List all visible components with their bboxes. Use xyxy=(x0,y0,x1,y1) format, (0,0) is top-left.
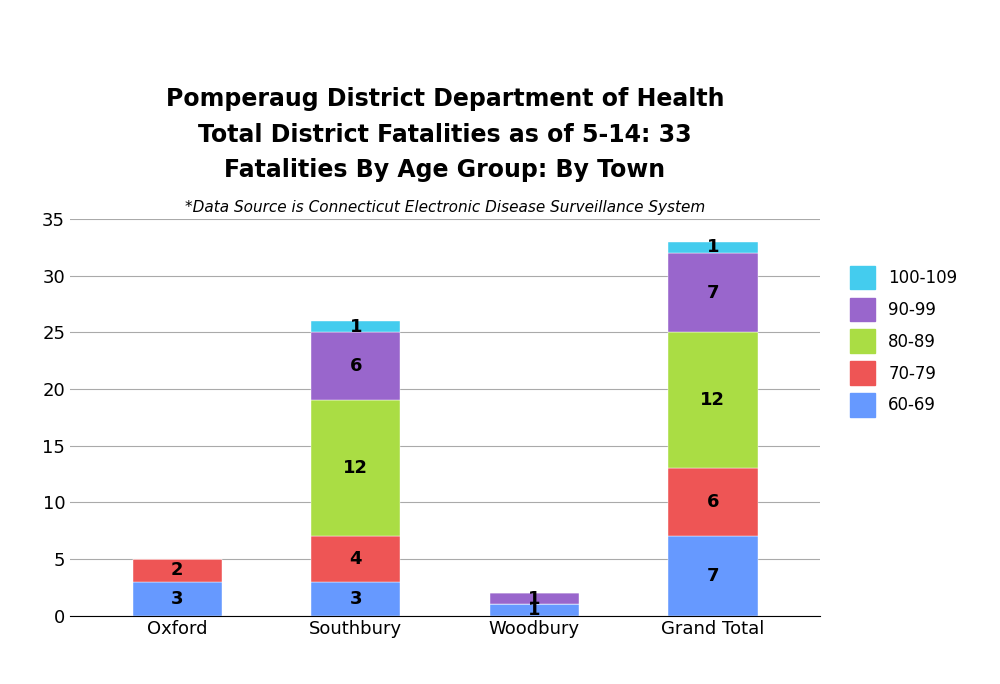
Text: 1: 1 xyxy=(349,317,362,336)
Bar xyxy=(311,321,400,332)
Legend: 100-109, 90-99, 80-89, 70-79, 60-69: 100-109, 90-99, 80-89, 70-79, 60-69 xyxy=(843,259,964,423)
Bar xyxy=(668,241,758,253)
Text: 3: 3 xyxy=(171,590,183,607)
Text: 1: 1 xyxy=(707,238,719,256)
Bar xyxy=(311,581,400,616)
Text: 6: 6 xyxy=(707,493,719,511)
Text: 2: 2 xyxy=(171,562,183,579)
Text: 1: 1 xyxy=(528,601,541,619)
Text: *Data Source is Connecticut Electronic Disease Surveillance System: *Data Source is Connecticut Electronic D… xyxy=(185,200,705,215)
Bar xyxy=(490,604,579,616)
Text: 7: 7 xyxy=(707,284,719,302)
Bar xyxy=(668,253,758,332)
Text: 4: 4 xyxy=(349,550,362,568)
Text: 1: 1 xyxy=(528,590,541,607)
Text: 6: 6 xyxy=(349,357,362,376)
Title: Pomperaug District Department of Health
Total District Fatalities as of 5-14: 33: Pomperaug District Department of Health … xyxy=(166,88,724,182)
Bar xyxy=(311,332,400,400)
Text: 12: 12 xyxy=(343,459,368,477)
Bar xyxy=(668,469,758,536)
Bar xyxy=(133,581,222,616)
Bar xyxy=(490,593,579,604)
Text: 7: 7 xyxy=(707,567,719,585)
Text: 12: 12 xyxy=(700,391,725,409)
Bar xyxy=(668,332,758,469)
Bar xyxy=(311,400,400,536)
Bar xyxy=(133,559,222,581)
Text: 3: 3 xyxy=(349,590,362,607)
Bar xyxy=(668,536,758,616)
Bar xyxy=(311,536,400,581)
